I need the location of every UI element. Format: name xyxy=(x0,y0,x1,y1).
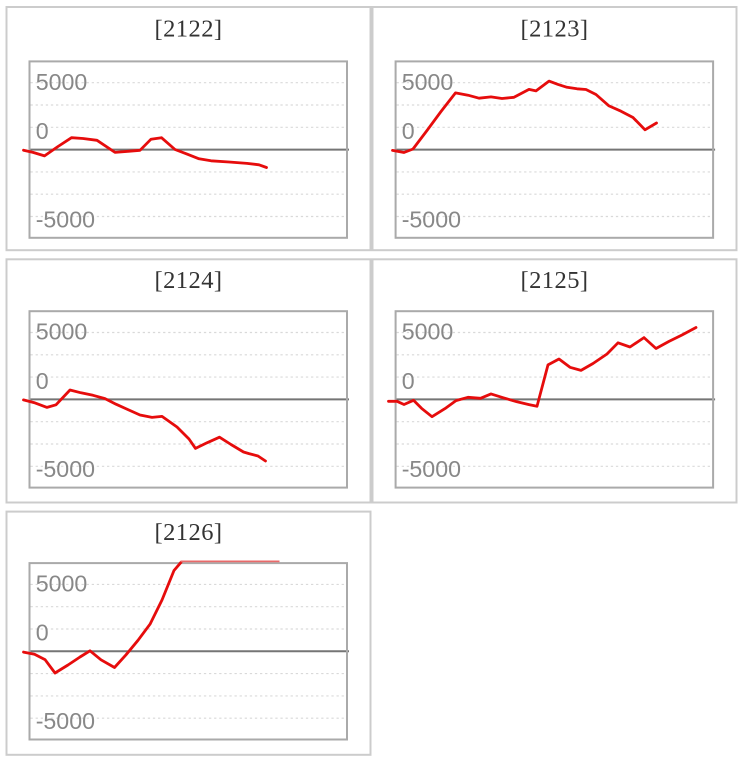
svg-text:[2124]: [2124] xyxy=(154,267,222,294)
svg-text:[2123]: [2123] xyxy=(520,16,588,43)
svg-text:-5000: -5000 xyxy=(402,206,461,232)
svg-text:0: 0 xyxy=(402,118,415,144)
svg-text:0: 0 xyxy=(36,620,49,646)
svg-text:5000: 5000 xyxy=(402,319,454,345)
svg-text:0: 0 xyxy=(36,118,49,144)
svg-text:-5000: -5000 xyxy=(36,206,95,232)
svg-text:[2126]: [2126] xyxy=(154,519,222,546)
svg-text:[2125]: [2125] xyxy=(520,267,588,294)
svg-text:5000: 5000 xyxy=(36,69,88,95)
svg-text:-5000: -5000 xyxy=(402,456,461,482)
svg-text:-5000: -5000 xyxy=(36,708,95,734)
svg-text:5000: 5000 xyxy=(402,69,454,95)
svg-text:5000: 5000 xyxy=(36,319,88,345)
svg-text:0: 0 xyxy=(402,368,415,394)
svg-text:5000: 5000 xyxy=(36,571,88,597)
svg-text:0: 0 xyxy=(36,368,49,394)
svg-text:-5000: -5000 xyxy=(36,456,95,482)
svg-text:[2122]: [2122] xyxy=(154,16,222,43)
